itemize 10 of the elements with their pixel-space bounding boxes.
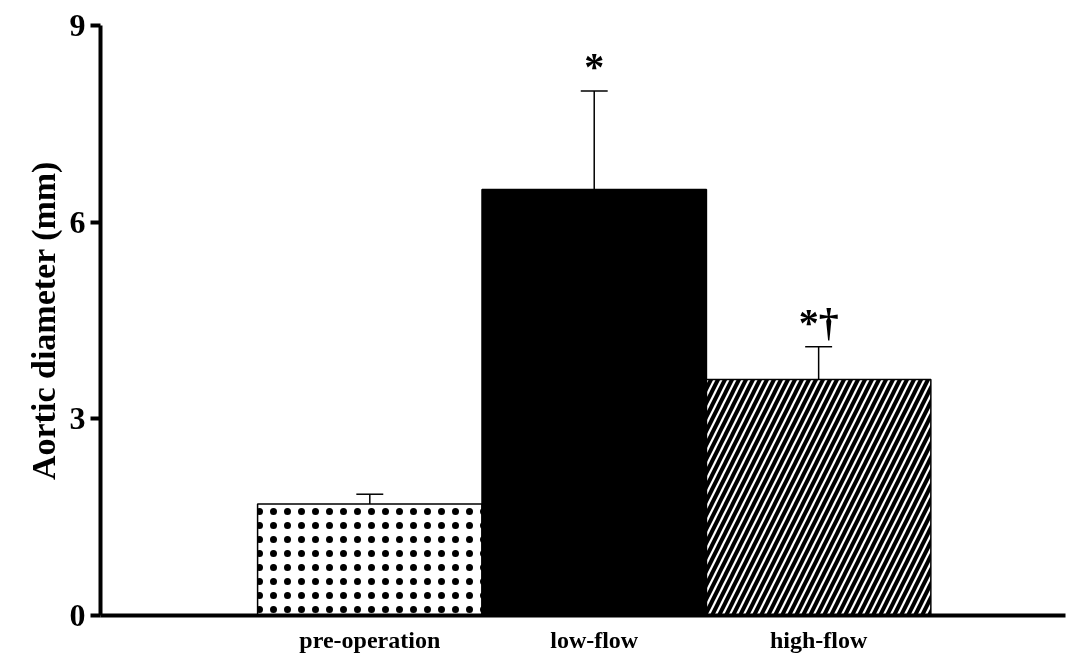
y-tick-label: 6 [69,203,86,240]
x-tick-label: low-flow [550,626,639,653]
y-tick-label: 3 [69,400,86,437]
annotation: *† [798,299,839,345]
x-tick-label: high-flow [769,626,868,653]
annotation: * [584,44,605,90]
y-tick-label: 9 [69,7,86,43]
y-tick-label: 0 [69,597,86,633]
y-axis-title: Aortic diameter (mm) [24,161,63,481]
x-tick-label: pre-operation [299,626,441,653]
